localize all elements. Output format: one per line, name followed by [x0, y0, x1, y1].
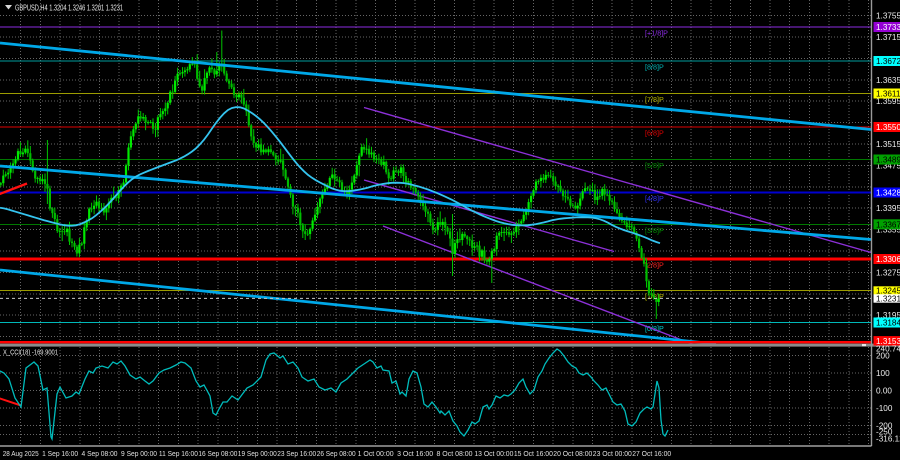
svg-text:GBPUSD,H4 1.3204 1.3246 1.320: GBPUSD,H4 1.3204 1.3246 1.3201 1.3231 — [15, 4, 123, 13]
svg-text:240.7484: 240.7484 — [876, 345, 900, 354]
svg-text:4 Sep 08:00: 4 Sep 08:00 — [82, 449, 118, 458]
svg-text:1.3489: 1.3489 — [876, 156, 900, 165]
svg-text:100: 100 — [876, 369, 890, 378]
svg-text:-316.129: -316.129 — [876, 435, 900, 444]
svg-text:19 Sep 00:00: 19 Sep 00:00 — [238, 449, 277, 458]
svg-text:1 Oct 00:00: 1 Oct 00:00 — [358, 449, 394, 458]
svg-text:9 Sep 00:00: 9 Sep 00:00 — [121, 449, 157, 458]
svg-text:1.3231: 1.3231 — [876, 295, 900, 304]
svg-text:1.3672: 1.3672 — [876, 57, 900, 66]
svg-text:1.3611: 1.3611 — [876, 90, 900, 99]
svg-text:1.3395: 1.3395 — [876, 204, 900, 213]
svg-text:1.3306: 1.3306 — [876, 255, 900, 264]
svg-text:[2/8]P: [2/8]P — [645, 261, 664, 270]
svg-text:1.3153: 1.3153 — [876, 337, 900, 346]
svg-text:1.3733: 1.3733 — [876, 23, 900, 32]
svg-text:1.3245: 1.3245 — [876, 287, 900, 296]
svg-text:[5/8]P: [5/8]P — [645, 161, 664, 170]
svg-text:[6/8]P: [6/8]P — [645, 129, 664, 138]
svg-text:3 Oct 16:00: 3 Oct 16:00 — [397, 449, 433, 458]
svg-text:1 Sep 16:00: 1 Sep 16:00 — [42, 449, 78, 458]
svg-text:1.3367: 1.3367 — [876, 220, 900, 229]
svg-text:27 Oct 16:00: 27 Oct 16:00 — [632, 449, 671, 458]
svg-text:1.3195: 1.3195 — [876, 311, 900, 320]
svg-text:-200: -200 — [876, 422, 893, 431]
svg-text:[0/8]P: [0/8]P — [645, 324, 664, 333]
svg-text:1.3184: 1.3184 — [876, 319, 900, 328]
svg-text:1.3550: 1.3550 — [876, 123, 900, 132]
svg-text:-100: -100 — [876, 404, 893, 413]
svg-text:23 Oct 00:00: 23 Oct 00:00 — [593, 449, 632, 458]
svg-text:28 Aug 2025: 28 Aug 2025 — [3, 449, 39, 458]
svg-text:X_CCI(18) -169.9001: X_CCI(18) -169.9001 — [3, 348, 58, 357]
svg-text:1.3275: 1.3275 — [876, 268, 900, 277]
svg-text:13 Oct 00:00: 13 Oct 00:00 — [474, 449, 513, 458]
svg-text:1.3595: 1.3595 — [876, 97, 900, 106]
svg-text:16 Sep 08:00: 16 Sep 08:00 — [198, 449, 237, 458]
svg-text:200: 200 — [876, 351, 890, 360]
svg-text:1.3755: 1.3755 — [876, 12, 900, 21]
svg-text:15 Oct 16:00: 15 Oct 16:00 — [514, 449, 553, 458]
svg-text:1.3355: 1.3355 — [876, 226, 900, 235]
svg-text:1.3515: 1.3515 — [876, 140, 900, 149]
svg-text:8 Oct 08:00: 8 Oct 08:00 — [437, 449, 473, 458]
svg-text:1.3715: 1.3715 — [876, 33, 900, 42]
svg-text:[8/8]P: [8/8]P — [645, 63, 664, 72]
svg-text:26 Sep 08:00: 26 Sep 08:00 — [317, 449, 356, 458]
svg-text:23 Sep 16:00: 23 Sep 16:00 — [277, 449, 316, 458]
svg-text:1.3475: 1.3475 — [876, 161, 900, 170]
svg-text:[+1/8]P: [+1/8]P — [645, 29, 668, 38]
svg-text:[3/8]P: [3/8]P — [645, 226, 664, 235]
svg-text:0.00: 0.00 — [876, 387, 892, 396]
svg-text:11 Sep 16:00: 11 Sep 16:00 — [159, 449, 198, 458]
svg-text:[4/8]P: [4/8]P — [645, 194, 664, 203]
svg-text:20 Oct 08:00: 20 Oct 08:00 — [553, 449, 592, 458]
svg-text:1.3428: 1.3428 — [876, 189, 900, 198]
svg-text:[7/8]P: [7/8]P — [645, 95, 664, 104]
svg-text:1.3635: 1.3635 — [876, 76, 900, 85]
svg-text:-250: -250 — [876, 428, 893, 437]
